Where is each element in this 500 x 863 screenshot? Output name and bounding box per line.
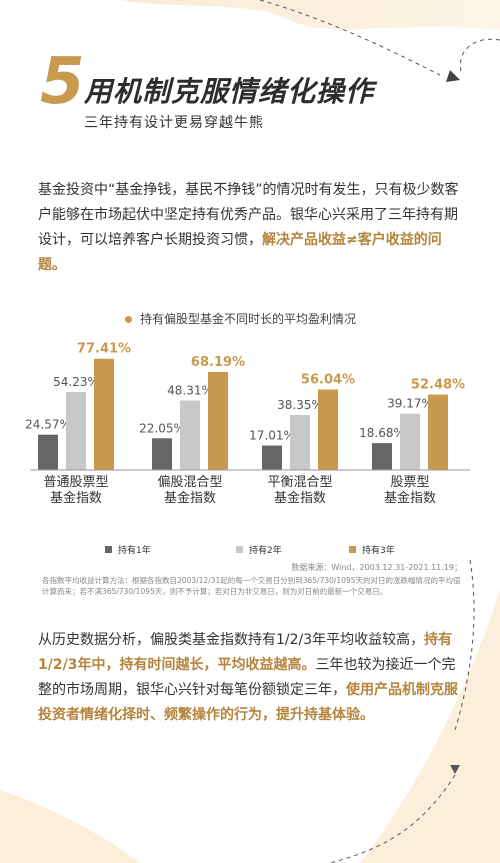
legend-item-2: 持有2年 bbox=[236, 543, 282, 556]
bar-chart: 24.57% 22.05% 17.01% 18.68% 54.23% 48.31% 38.3… bbox=[25, 342, 470, 506]
conclusion-highlight-1: 持有1/2/3年中，持有时间越长，平均收益越高。 bbox=[38, 632, 453, 673]
page-subtitle: 三年持有设计更易穿越牛熊 bbox=[84, 115, 264, 131]
bullet-icon bbox=[125, 316, 132, 323]
conclusion-text-2: 三年也较为接近一个完整的市场周期，银华心兴针对每笔份额锁定三年， bbox=[38, 657, 456, 698]
data-label-1-4: 18.68% bbox=[359, 426, 405, 440]
page-title: 用机制克服情绪化操作 bbox=[84, 75, 375, 108]
data-label-1-1: 24.57% bbox=[25, 418, 71, 432]
bar-2-2 bbox=[180, 400, 200, 470]
chart-title: 持有偏股型基金不同时长的平均盈利情况 bbox=[125, 310, 356, 327]
category-label-1-1: 普通股票型 bbox=[43, 475, 108, 490]
data-label-2-3: 38.35% bbox=[277, 398, 323, 412]
bar-3-3 bbox=[318, 389, 338, 470]
bar-2-1 bbox=[66, 392, 86, 470]
section-number: 5 bbox=[40, 45, 85, 119]
header: 5 用机制克服情绪化操作 三年持有设计更易穿越牛熊 bbox=[0, 0, 500, 160]
category-label-3-2: 基金指数 bbox=[274, 490, 326, 506]
bar-2-3 bbox=[290, 414, 310, 470]
data-label-2-4: 39.17% bbox=[387, 397, 433, 411]
conclusion-highlight-2: 使用产品机制克服投资者情绪化择时、频繁操作的行为，提升持基体验。 bbox=[38, 682, 458, 723]
chart-title-text: 持有偏股型基金不同时长的平均盈利情况 bbox=[140, 312, 357, 326]
chart-legend: 持有1年 持有2年 持有3年 bbox=[0, 543, 500, 557]
legend-swatch bbox=[349, 546, 356, 553]
conclusion-text-1: 从历史数据分析，偏股类基金指数持有1/2/3年平均收益较高， bbox=[38, 632, 425, 648]
legend-label: 持有3年 bbox=[362, 546, 395, 556]
data-label-2-2: 48.31% bbox=[167, 384, 213, 398]
bar-3-2 bbox=[208, 371, 228, 470]
category-label-2-1: 偏股混合型 bbox=[157, 475, 222, 490]
data-label-3-3: 56.04% bbox=[301, 372, 355, 387]
legend-label: 持有1年 bbox=[118, 546, 151, 556]
data-label-1-3: 17.01% bbox=[249, 429, 295, 443]
calculation-note: 各指数平均收益计算方法：根据各指数自2003/12/31起的每一个交易日分别到3… bbox=[42, 576, 461, 596]
data-label-3-4: 52.48% bbox=[411, 378, 465, 393]
category-label-2-2: 基金指数 bbox=[164, 490, 216, 506]
data-label-3-1: 77.41% bbox=[77, 342, 131, 357]
intro-paragraph: 基金投资中“基金挣钱，基民不挣钱”的情况时有发生，只有极少数客户能够在市场起伏中… bbox=[38, 178, 468, 278]
legend-swatch bbox=[236, 546, 243, 553]
bar-3-4 bbox=[428, 394, 448, 470]
intro-text: 基金投资中“基金挣钱，基民不挣钱”的情况时有发生，只有极少数客户能够在市场起伏中… bbox=[38, 182, 459, 248]
category-label-1-2: 基金指数 bbox=[50, 490, 102, 506]
conclusion-paragraph: 从历史数据分析，偏股类基金指数持有1/2/3年平均收益较高，持有1/2/3年中，… bbox=[38, 628, 468, 728]
legend-swatch bbox=[105, 546, 112, 553]
bar-2-4 bbox=[400, 413, 420, 470]
category-label-3-1: 平衡混合型 bbox=[267, 475, 332, 490]
bar-1-4 bbox=[372, 443, 392, 470]
header-decoration bbox=[0, 0, 500, 82]
data-source: 数据来源：Wind，2003.12.31-2021.11.19； bbox=[291, 563, 462, 572]
data-label-3-2: 68.19% bbox=[191, 355, 245, 370]
legend-item-3: 持有3年 bbox=[349, 543, 395, 556]
footer-decoration bbox=[0, 560, 500, 863]
bar-1-2 bbox=[152, 438, 172, 470]
data-label-1-2: 22.05% bbox=[139, 421, 185, 435]
bar-1-3 bbox=[262, 445, 282, 470]
legend-item-1: 持有1年 bbox=[105, 543, 151, 556]
data-label-2-1: 54.23% bbox=[53, 375, 99, 389]
bar-3-1 bbox=[94, 358, 114, 470]
bar-1-1 bbox=[38, 434, 58, 470]
legend-label: 持有2年 bbox=[249, 546, 282, 556]
category-label-4-1: 股票型 bbox=[390, 475, 429, 490]
intro-highlight: 解决产品收益≠客户收益的问题。 bbox=[38, 232, 442, 273]
category-label-4-2: 基金指数 bbox=[384, 490, 436, 506]
